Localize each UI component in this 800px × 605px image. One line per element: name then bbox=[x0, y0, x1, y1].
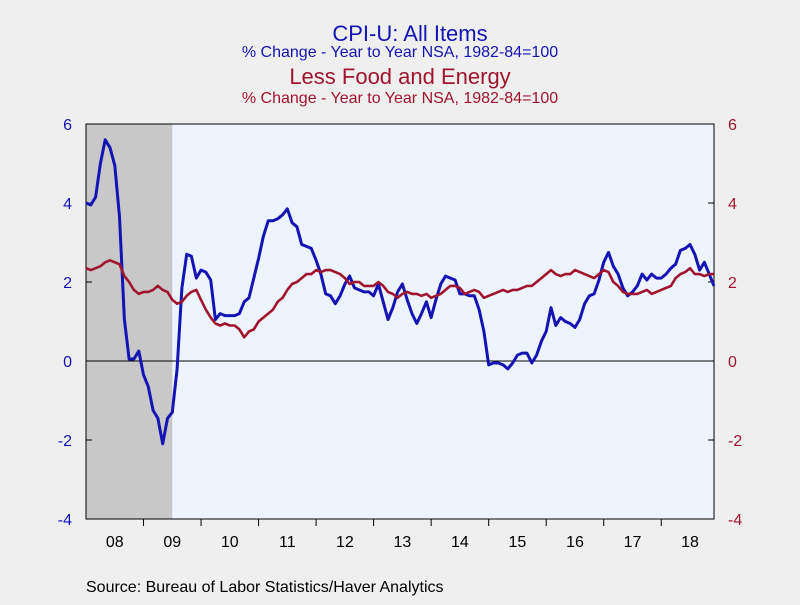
x-tick-label: 18 bbox=[681, 534, 699, 551]
chart-subtitle-a: % Change - Year to Year NSA, 1982-84=100 bbox=[242, 44, 558, 61]
y-tick-label-left: 2 bbox=[63, 275, 72, 292]
x-tick-label: 12 bbox=[336, 534, 354, 551]
series-line-core-cpi bbox=[85, 259, 714, 339]
y-tick-label-left: -2 bbox=[58, 433, 72, 450]
x-tick-label: 13 bbox=[393, 534, 411, 551]
x-tick-label: 08 bbox=[106, 534, 124, 551]
plot-area: -4 -4 -2 -2 0 0 2 2 4 4 6 6 08 09 10 11 12 13 14 15 16 17 18 bbox=[58, 117, 743, 551]
x-tick-label: 09 bbox=[163, 534, 181, 551]
x-tick-label: 16 bbox=[566, 534, 584, 551]
chart-title-a: CPI-U: All Items bbox=[332, 21, 487, 46]
plot-frame bbox=[85, 123, 715, 520]
y-tick-label-right: -2 bbox=[728, 433, 742, 450]
y-tick-label-left: 6 bbox=[63, 117, 72, 134]
source-note: Source: Bureau of Labor Statistics/Haver… bbox=[86, 579, 444, 596]
plot-background bbox=[86, 124, 714, 519]
y-tick-label-left: -4 bbox=[58, 512, 72, 529]
y-tick-label-right: 4 bbox=[728, 196, 737, 213]
y-tick-label-right: 0 bbox=[728, 354, 737, 371]
x-tick-label: 17 bbox=[624, 534, 642, 551]
x-tick-label: 10 bbox=[221, 534, 239, 551]
chart-title-b: Less Food and Energy bbox=[289, 64, 510, 89]
x-tick-label: 14 bbox=[451, 534, 469, 551]
y-tick-label-left: 4 bbox=[63, 196, 72, 213]
y-tick-label-left: 0 bbox=[63, 354, 72, 371]
series-line-cpi-all-items bbox=[85, 138, 716, 446]
y-tick-label-right: 6 bbox=[728, 117, 737, 134]
y-tick-label-right: 2 bbox=[728, 275, 737, 292]
y-tick-label-right: -4 bbox=[728, 512, 742, 529]
chart-subtitle-b: % Change - Year to Year NSA, 1982-84=100 bbox=[242, 90, 558, 107]
x-tick-label: 11 bbox=[279, 534, 296, 551]
x-tick-label: 15 bbox=[509, 534, 527, 551]
recession-shading bbox=[86, 124, 173, 519]
